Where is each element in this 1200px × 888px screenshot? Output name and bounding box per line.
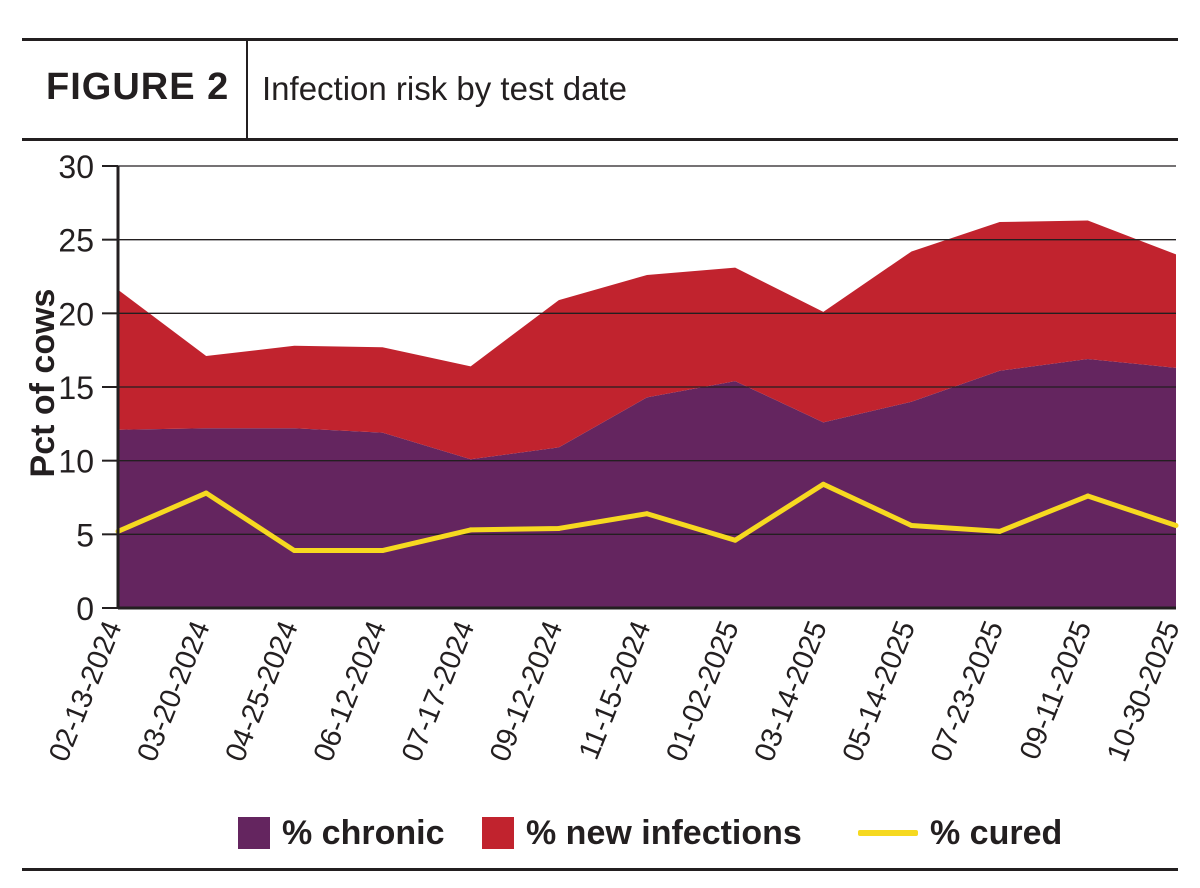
cured-point <box>732 537 738 543</box>
x-tick-label: 11-15-2024 <box>573 617 657 765</box>
x-tick-label: 09-12-2024 <box>484 617 569 767</box>
legend-label-new-infections: % new infections <box>526 813 802 852</box>
y-tick-label: 0 <box>76 591 94 627</box>
x-tick-label: 05-14-2025 <box>837 617 922 767</box>
x-tick-label: 03-20-2024 <box>131 617 216 767</box>
x-tick-label: 02-13-2024 <box>43 617 128 767</box>
footer-rule <box>22 868 1178 871</box>
y-axis-label: Pct of cows <box>24 289 62 478</box>
x-tick-label: 06-12-2024 <box>308 617 393 767</box>
cured-point <box>644 511 650 517</box>
header-divider <box>246 38 248 138</box>
y-tick-label: 15 <box>58 370 94 406</box>
legend-label-cured: % cured <box>930 813 1063 852</box>
area-chronic <box>118 359 1176 608</box>
y-tick-labels: 0 5 10 15 20 25 30 <box>58 149 94 627</box>
cured-point <box>291 548 297 554</box>
figure-label: FIGURE 2 <box>46 66 230 108</box>
legend-label-chronic: % chronic <box>282 813 445 852</box>
cured-point <box>468 527 474 533</box>
y-tick-label: 10 <box>58 444 94 480</box>
legend-item-chronic: % chronic <box>238 808 444 858</box>
x-tick-label: 03-14-2025 <box>749 617 834 767</box>
y-tick-label: 5 <box>76 517 94 553</box>
area-new-infections <box>118 220 1176 460</box>
cured-point <box>997 528 1003 534</box>
x-tick-label: 10-30-2025 <box>1101 617 1186 767</box>
x-tick-labels: 02-13-2024 03-20-2024 04-25-2024 06-12-2024… <box>43 617 1186 767</box>
cured-point <box>380 548 385 554</box>
infection-risk-chart: 0 5 10 15 20 25 30 02-13-2024 03-20-2024 04-25-2… <box>24 149 1186 767</box>
x-tick-label: 01-02-2025 <box>660 617 745 767</box>
header-bottom-rule <box>22 138 1178 141</box>
cured-point <box>203 490 209 496</box>
area-layer <box>118 220 1176 608</box>
cured-point <box>909 522 914 528</box>
axes-layer <box>102 165 1176 610</box>
cured-point <box>1173 522 1179 528</box>
y-tick-label: 25 <box>58 223 94 259</box>
x-tick-label: 04-25-2024 <box>220 617 305 767</box>
legend-item-new-infections: % new infections <box>482 808 802 858</box>
x-tick-label: 09-11-2025 <box>1014 617 1098 765</box>
cured-point <box>1085 493 1091 499</box>
cured-point <box>820 481 826 487</box>
legend-line-cured <box>858 830 918 836</box>
cured-point <box>556 525 562 531</box>
legend-swatch-chronic <box>238 817 270 849</box>
grid-layer <box>118 165 1176 535</box>
x-tick-label: 07-23-2025 <box>925 617 1010 767</box>
legend-swatch-new-infections <box>482 817 514 849</box>
x-tick-label: 07-17-2024 <box>396 617 481 767</box>
y-tick-label: 30 <box>58 149 94 185</box>
legend-item-cured: % cured <box>858 808 1062 858</box>
header-top-rule <box>22 38 1178 41</box>
y-tick-label: 20 <box>58 296 94 332</box>
figure-title: Infection risk by test date <box>262 70 628 107</box>
